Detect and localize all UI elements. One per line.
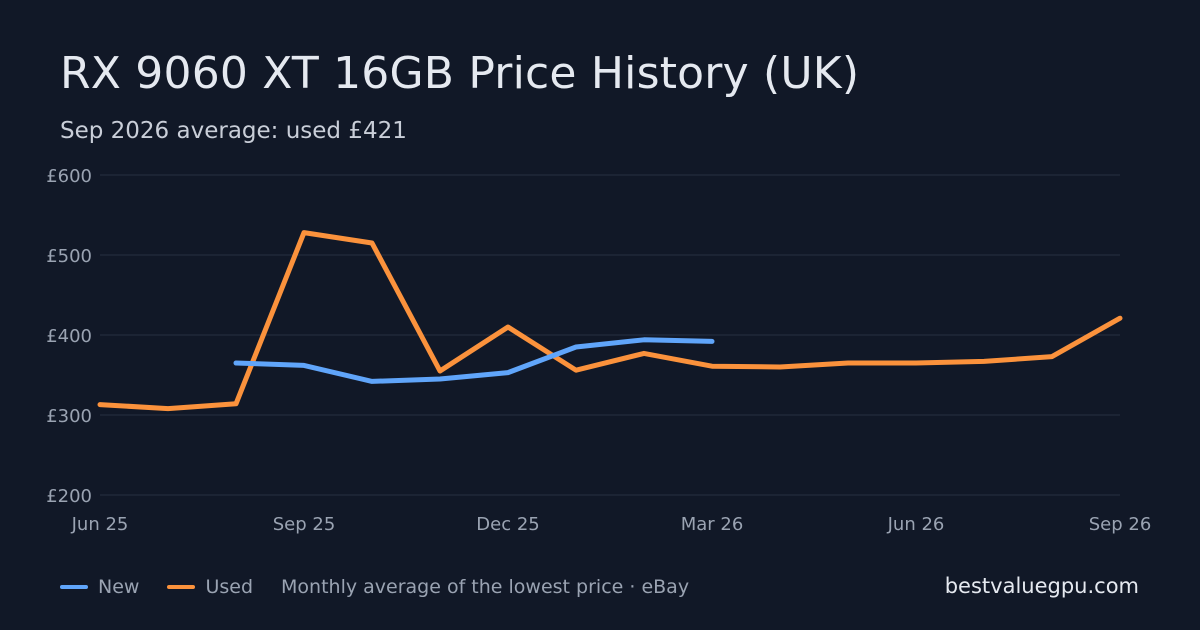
grid-layer: [100, 174, 1120, 496]
x-tick-label: Sep 26: [1089, 514, 1152, 535]
legend-item-new[interactable]: New: [60, 576, 139, 598]
y-tick-label: £400: [46, 326, 92, 347]
legend-item-used[interactable]: Used: [167, 576, 253, 598]
chart-title: RX 9060 XT 16GB Price History (UK): [60, 48, 860, 99]
series-layer: [97, 230, 1123, 412]
series-line-new: [233, 337, 715, 384]
y-axis-ticks: £600 £500 £400 £300 £200: [46, 166, 92, 507]
x-tick-label: Jun 26: [887, 514, 945, 535]
x-tick-label: Mar 26: [681, 514, 744, 535]
chart-subtitle: Sep 2026 average: used £421: [60, 118, 407, 144]
y-tick-label: £200: [46, 486, 92, 507]
y-tick-label: £300: [46, 406, 92, 427]
y-tick-label: £500: [46, 246, 92, 267]
series-line-used: [97, 230, 1123, 412]
x-tick-label: Dec 25: [476, 514, 539, 535]
source-note: Monthly average of the lowest price · eB…: [281, 576, 690, 598]
x-tick-label: Sep 25: [273, 514, 336, 535]
x-tick-label: Jun 25: [71, 514, 129, 535]
legend-swatch-new: [60, 585, 88, 589]
legend-label-new: New: [98, 576, 140, 598]
legend-label-used: Used: [205, 576, 254, 598]
y-tick-label: £600: [46, 166, 92, 187]
brand-link[interactable]: bestvaluegpu.com: [944, 574, 1139, 598]
legend: New Used Monthly average of the lowest p…: [60, 574, 689, 600]
legend-swatch-used: [167, 585, 196, 589]
x-axis-ticks: Jun 25 Sep 25 Dec 25 Mar 26 Jun 26 Sep 26: [71, 514, 1152, 535]
